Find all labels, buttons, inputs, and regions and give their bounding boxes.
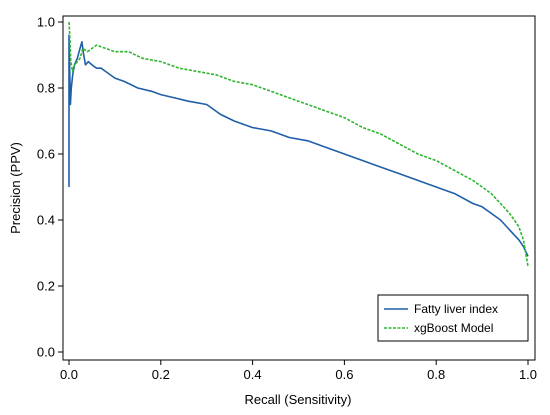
y-axis-ticks: 0.0 0.2 0.4 0.6 0.8 1.0 (37, 15, 63, 360)
legend: Fatty liver index xgBoost Model (377, 294, 529, 342)
y-tick-label: 1.0 (37, 15, 55, 30)
x-tick-label: 0.0 (60, 367, 78, 382)
y-axis-title: Precision (PPV) (8, 142, 23, 234)
x-tick-label: 0.4 (244, 367, 262, 382)
x-tick-label: 0.2 (152, 367, 170, 382)
x-axis-ticks: 0.0 0.2 0.4 0.6 0.8 1.0 (60, 360, 537, 382)
y-tick-label: 0.8 (37, 81, 55, 96)
plot-border (62, 15, 536, 361)
y-tick-label: 0.0 (37, 345, 55, 360)
legend-label: Fatty liver index (414, 302, 498, 316)
plot-frame (62, 15, 536, 361)
series-layer (68, 21, 529, 267)
legend-label: xgBoost Model (414, 321, 493, 335)
legend-box (377, 294, 529, 342)
y-tick-label: 0.6 (37, 147, 55, 162)
y-tick-label: 0.2 (37, 279, 55, 294)
x-axis-title: Recall (Sensitivity) (245, 392, 352, 407)
x-tick-label: 0.6 (335, 367, 353, 382)
y-tick-label: 0.4 (37, 213, 55, 228)
x-tick-label: 0.8 (427, 367, 445, 382)
series-line-xgboost-model (68, 21, 529, 267)
series-line-fatty-liver-index (68, 34, 529, 257)
x-tick-label: 1.0 (519, 367, 537, 382)
